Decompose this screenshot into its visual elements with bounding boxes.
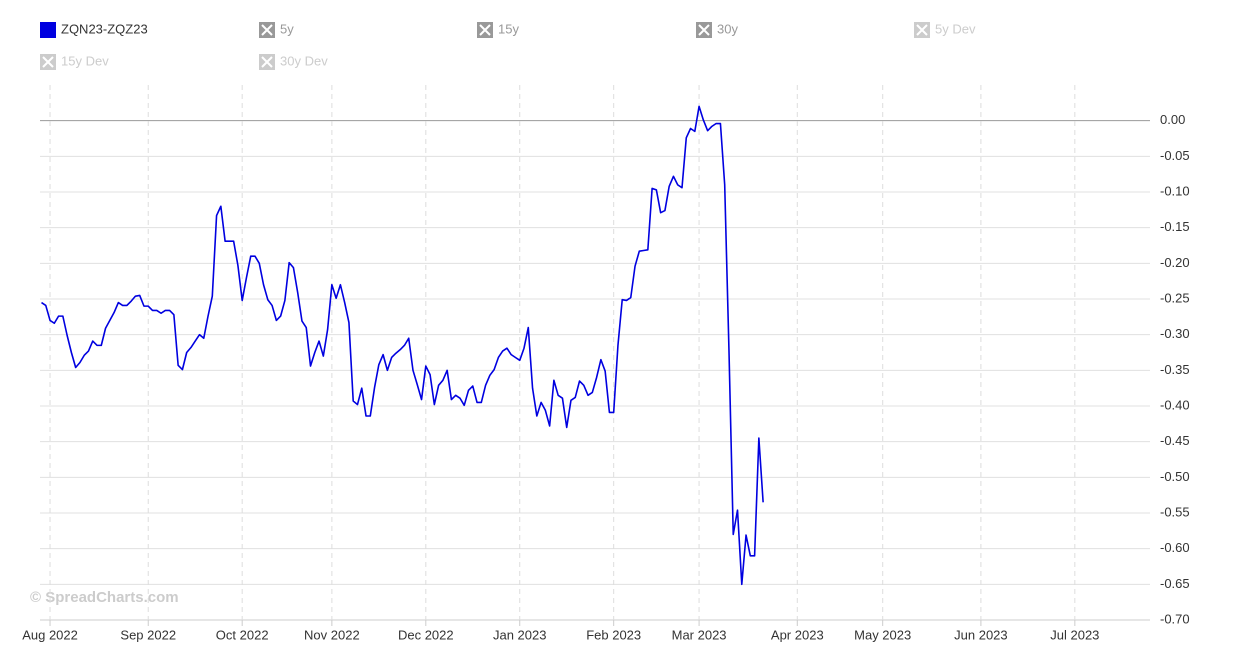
legend-label-hidden[interactable]: 5y Dev (935, 21, 976, 36)
y-tick-label: -0.10 (1160, 183, 1190, 198)
y-tick-label: -0.05 (1160, 148, 1190, 163)
y-tick-label: -0.50 (1160, 469, 1190, 484)
watermark: © SpreadCharts.com (30, 589, 179, 606)
y-tick-label: -0.35 (1160, 362, 1190, 377)
legend-label-hidden[interactable]: 15y Dev (61, 53, 109, 68)
x-tick-label: Nov 2022 (304, 627, 360, 642)
legend-label[interactable]: ZQN23-ZQZ23 (61, 21, 148, 36)
legend-label-hidden[interactable]: 30y (717, 21, 738, 36)
y-tick-label: -0.45 (1160, 433, 1190, 448)
legend-swatch-cross (916, 24, 928, 36)
y-tick-label: -0.20 (1160, 255, 1190, 270)
legend-swatch (40, 22, 56, 38)
legend-swatch-cross (261, 56, 273, 68)
x-tick-label: Jul 2023 (1050, 627, 1099, 642)
y-tick-label: -0.30 (1160, 326, 1190, 341)
y-tick-label: 0.00 (1160, 112, 1185, 127)
legend-label-hidden[interactable]: 30y Dev (280, 53, 328, 68)
x-tick-label: Jun 2023 (954, 627, 1008, 642)
legend-swatch-cross (698, 24, 710, 36)
x-tick-label: Dec 2022 (398, 627, 454, 642)
y-tick-label: -0.70 (1160, 611, 1190, 626)
series-line (41, 105, 764, 586)
x-tick-label: Apr 2023 (771, 627, 824, 642)
y-tick-label: -0.15 (1160, 219, 1190, 234)
x-tick-label: Aug 2022 (22, 627, 78, 642)
x-tick-label: Feb 2023 (586, 627, 641, 642)
y-tick-label: -0.55 (1160, 504, 1190, 519)
y-tick-label: -0.40 (1160, 397, 1190, 412)
x-tick-label: Sep 2022 (120, 627, 176, 642)
legend-swatch-cross (42, 56, 54, 68)
x-tick-label: Oct 2022 (216, 627, 269, 642)
y-tick-label: -0.60 (1160, 540, 1190, 555)
legend-label-hidden[interactable]: 15y (498, 21, 519, 36)
y-tick-label: -0.25 (1160, 290, 1190, 305)
x-tick-label: May 2023 (854, 627, 911, 642)
legend-swatch-cross (261, 24, 273, 36)
legend-label-hidden[interactable]: 5y (280, 21, 294, 36)
legend-swatch-cross (479, 24, 491, 36)
y-tick-label: -0.65 (1160, 576, 1190, 591)
x-tick-label: Mar 2023 (672, 627, 727, 642)
x-tick-label: Jan 2023 (493, 627, 547, 642)
